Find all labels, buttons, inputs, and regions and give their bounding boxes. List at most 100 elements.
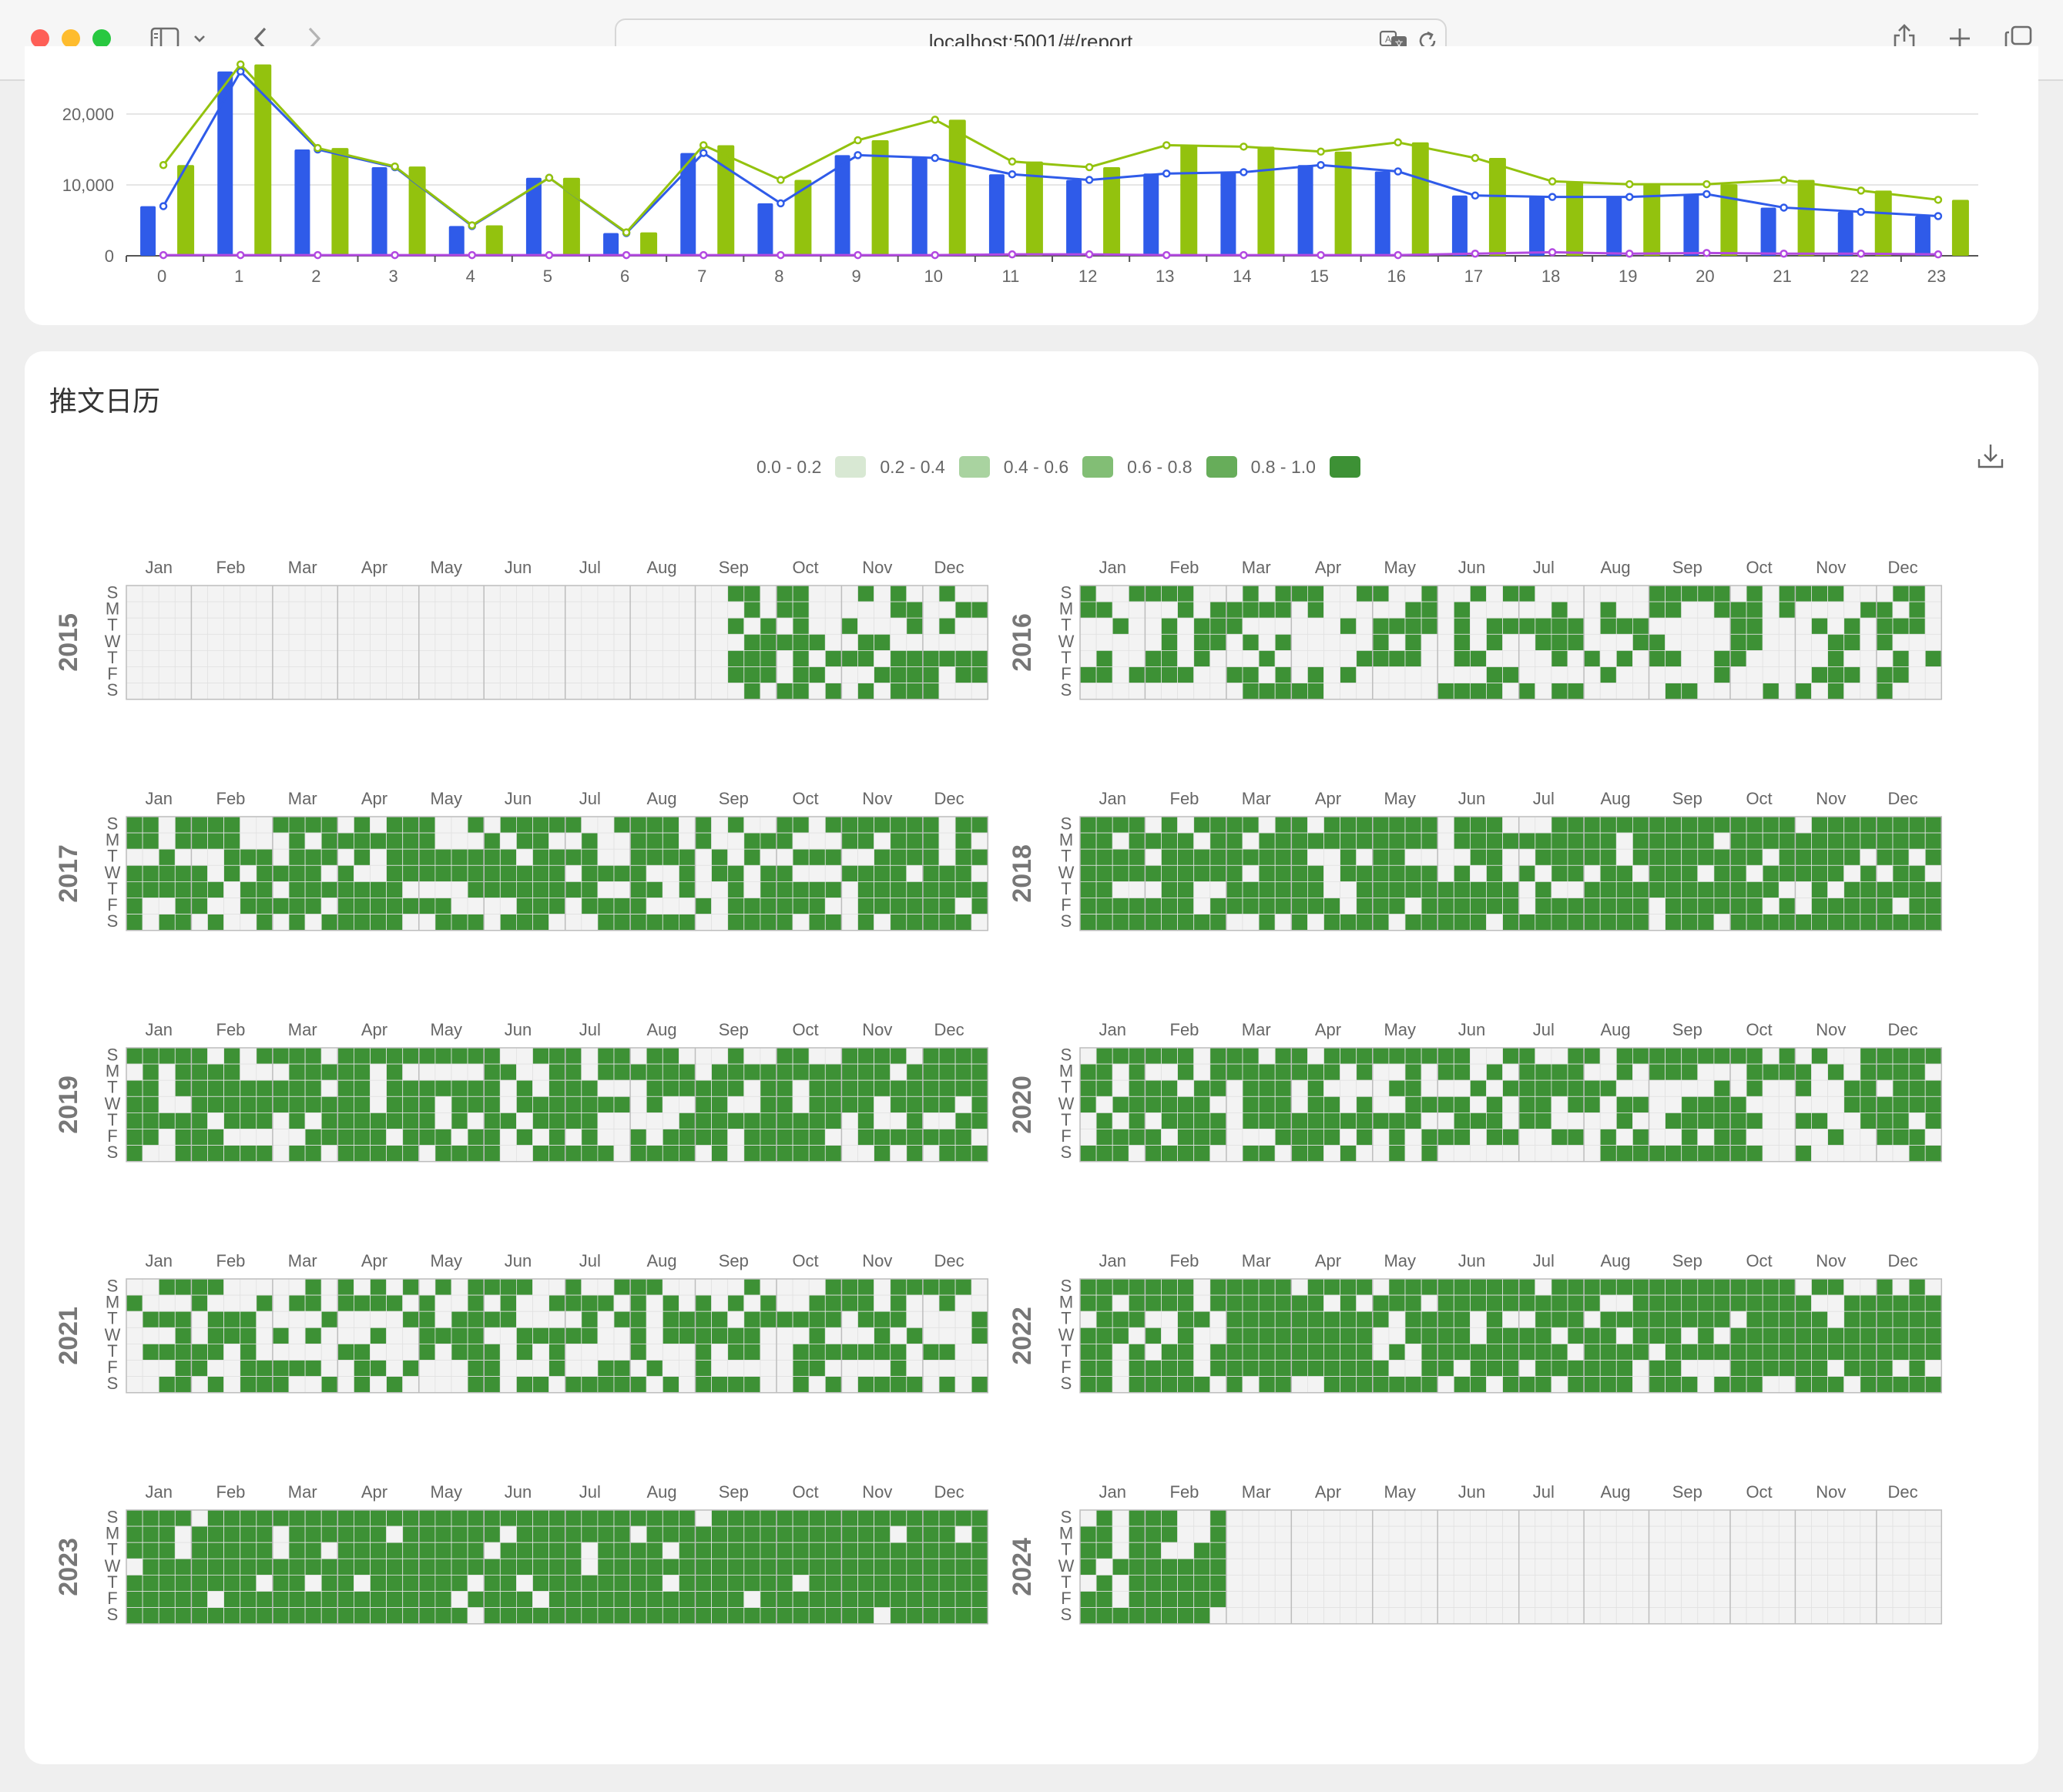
calendar-day-cell[interactable]: [190, 1278, 208, 1296]
calendar-day-cell[interactable]: [629, 1591, 647, 1609]
calendar-day-cell[interactable]: [857, 666, 875, 684]
calendar-day-cell[interactable]: [1746, 1607, 1763, 1625]
calendar-day-cell[interactable]: [272, 881, 290, 898]
calendar-day-cell[interactable]: [1665, 848, 1682, 866]
calendar-day-cell[interactable]: [174, 816, 192, 834]
calendar-day-cell[interactable]: [142, 1376, 159, 1394]
calendar-day-cell[interactable]: [646, 1575, 663, 1592]
calendar-day-cell[interactable]: [1307, 1278, 1324, 1296]
calendar-day-cell[interactable]: [743, 816, 761, 834]
calendar-day-cell[interactable]: [142, 881, 159, 898]
calendar-day-cell[interactable]: [126, 1047, 143, 1065]
calendar-day-cell[interactable]: [1470, 1047, 1487, 1065]
calendar-day-cell[interactable]: [711, 832, 729, 850]
calendar-day-cell[interactable]: [418, 1558, 436, 1576]
calendar-day-cell[interactable]: [857, 1542, 875, 1559]
calendar-day-cell[interactable]: [1665, 1079, 1682, 1097]
calendar-day-cell[interactable]: [1892, 1558, 1910, 1576]
calendar-day-cell[interactable]: [1599, 1591, 1617, 1609]
calendar-day-cell[interactable]: [483, 683, 501, 700]
calendar-day-cell[interactable]: [1323, 1360, 1341, 1378]
calendar-day-cell[interactable]: [1242, 1558, 1260, 1576]
calendar-day-cell[interactable]: [126, 816, 143, 834]
series-point-blue[interactable]: [1548, 193, 1557, 201]
calendar-day-cell[interactable]: [548, 683, 566, 700]
calendar-day-cell[interactable]: [288, 1509, 306, 1527]
calendar-day-cell[interactable]: [613, 1063, 631, 1081]
calendar-day-cell[interactable]: [370, 601, 387, 619]
calendar-day-cell[interactable]: [776, 881, 793, 898]
calendar-day-cell[interactable]: [760, 898, 777, 915]
calendar-day-cell[interactable]: [597, 864, 615, 882]
calendar-day-cell[interactable]: [727, 1079, 745, 1097]
calendar-day-cell[interactable]: [824, 666, 842, 684]
calendar-day-cell[interactable]: [467, 1327, 485, 1344]
calendar-day-cell[interactable]: [1307, 1079, 1324, 1097]
calendar-day-cell[interactable]: [288, 601, 306, 619]
calendar-day-cell[interactable]: [1518, 914, 1536, 931]
calendar-day-cell[interactable]: [1713, 1079, 1731, 1097]
calendar-day-cell[interactable]: [272, 1360, 290, 1378]
series-point-green[interactable]: [236, 60, 245, 69]
calendar-day-cell[interactable]: [1551, 1344, 1568, 1361]
calendar-day-cell[interactable]: [727, 1344, 745, 1361]
calendar-day-cell[interactable]: [1242, 832, 1260, 850]
calendar-day-cell[interactable]: [190, 1376, 208, 1394]
calendar-day-cell[interactable]: [256, 1558, 273, 1576]
calendar-day-cell[interactable]: [1551, 1096, 1568, 1113]
calendar-day-cell[interactable]: [532, 601, 550, 619]
calendar-day-cell[interactable]: [1632, 633, 1649, 651]
calendar-day-cell[interactable]: [1713, 1525, 1731, 1543]
calendar-day-cell[interactable]: [499, 1129, 517, 1146]
calendar-day-cell[interactable]: [1193, 1079, 1211, 1097]
calendar-day-cell[interactable]: [1583, 1344, 1601, 1361]
calendar-day-cell[interactable]: [824, 649, 842, 667]
calendar-day-cell[interactable]: [1778, 1509, 1796, 1527]
calendar-day-cell[interactable]: [1681, 683, 1699, 700]
calendar-day-cell[interactable]: [1404, 683, 1422, 700]
calendar-day-cell[interactable]: [1599, 601, 1617, 619]
calendar-day-cell[interactable]: [646, 1327, 663, 1344]
calendar-day-cell[interactable]: [1258, 1591, 1276, 1609]
calendar-day-cell[interactable]: [1599, 1096, 1617, 1113]
calendar-day-cell[interactable]: [1095, 816, 1113, 834]
calendar-day-cell[interactable]: [516, 1047, 533, 1065]
calendar-day-cell[interactable]: [1583, 1542, 1601, 1559]
calendar-day-cell[interactable]: [1356, 1129, 1374, 1146]
calendar-day-cell[interactable]: [483, 1360, 501, 1378]
calendar-day-cell[interactable]: [174, 1310, 192, 1328]
calendar-day-cell[interactable]: [1665, 881, 1682, 898]
calendar-day-cell[interactable]: [1323, 1376, 1341, 1394]
calendar-day-cell[interactable]: [1713, 617, 1731, 635]
calendar-day-cell[interactable]: [1112, 1145, 1129, 1163]
calendar-day-cell[interactable]: [1145, 914, 1162, 931]
calendar-day-cell[interactable]: [1372, 585, 1390, 602]
calendar-day-cell[interactable]: [743, 914, 761, 931]
calendar-day-cell[interactable]: [1502, 633, 1520, 651]
calendar-day-cell[interactable]: [499, 832, 517, 850]
new-tab-icon[interactable]: [1940, 18, 1980, 59]
calendar-day-cell[interactable]: [629, 1294, 647, 1312]
calendar-day-cell[interactable]: [1453, 1376, 1471, 1394]
calendar-day-cell[interactable]: [1535, 1607, 1552, 1625]
calendar-day-cell[interactable]: [320, 1145, 338, 1163]
calendar-day-cell[interactable]: [1794, 898, 1812, 915]
calendar-day-cell[interactable]: [874, 633, 891, 651]
calendar-day-cell[interactable]: [727, 1607, 745, 1625]
calendar-day-cell[interactable]: [1421, 1079, 1438, 1097]
calendar-day-cell[interactable]: [532, 617, 550, 635]
calendar-day-cell[interactable]: [467, 1310, 485, 1328]
calendar-day-cell[interactable]: [1486, 1376, 1504, 1394]
calendar-day-cell[interactable]: [1161, 1112, 1179, 1129]
calendar-day-cell[interactable]: [1161, 864, 1179, 882]
calendar-day-cell[interactable]: [565, 1047, 582, 1065]
calendar-day-cell[interactable]: [174, 1145, 192, 1163]
calendar-day-cell[interactable]: [1908, 1079, 1926, 1097]
calendar-day-cell[interactable]: [207, 617, 225, 635]
calendar-day-cell[interactable]: [516, 1344, 533, 1361]
calendar-day-cell[interactable]: [1372, 898, 1390, 915]
calendar-day-cell[interactable]: [370, 1575, 387, 1592]
calendar-day-cell[interactable]: [223, 1294, 241, 1312]
calendar-day-cell[interactable]: [727, 816, 745, 834]
calendar-day-cell[interactable]: [207, 1278, 225, 1296]
